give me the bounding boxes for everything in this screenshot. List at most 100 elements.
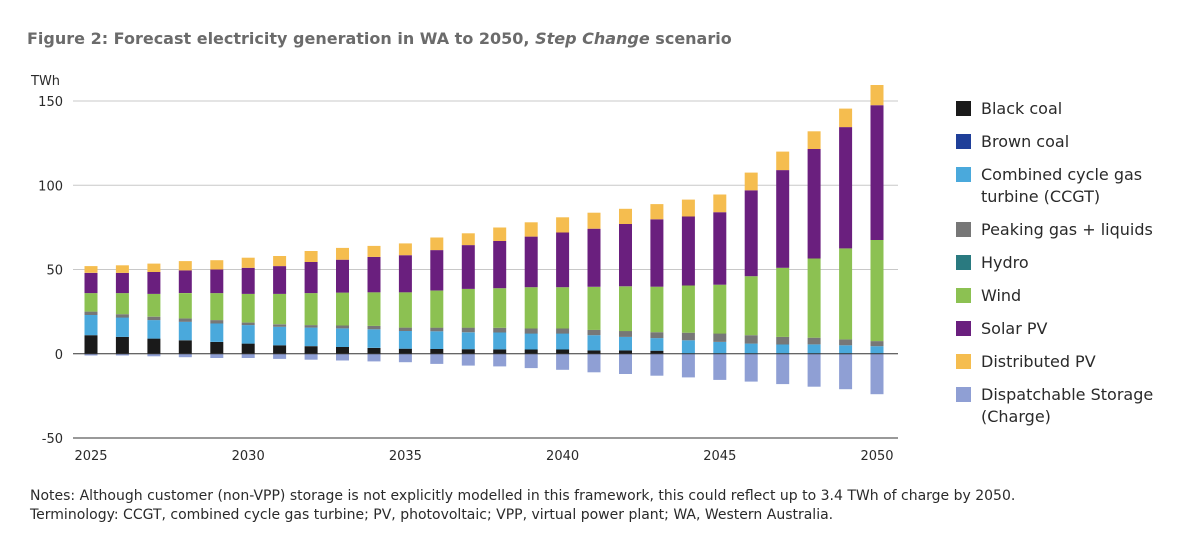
bar-segment-black-coal (210, 342, 224, 354)
bar-segment-combined-cycle-gas-turbine-ccgt (744, 343, 758, 354)
bar-segment-combined-cycle-gas-turbine-ccgt (84, 315, 98, 336)
legend-item-peaking-gas: Peaking gas + liquids (956, 219, 1196, 252)
bar-segment-peaking-gas-liquids (210, 320, 224, 324)
bar-segment-solar-pv (367, 256, 381, 293)
bar-segment-wind (336, 292, 349, 326)
bar-segment-peaking-gas-liquids (807, 337, 821, 345)
bar-segment-peaking-gas-liquids (84, 311, 98, 315)
bar-segment-dispatchable-storage-charge (461, 353, 475, 366)
bar-segment-solar-pv (839, 127, 853, 249)
legend-item-dispatchable-storage: Dispatchable Storage (Charge) (956, 384, 1196, 439)
bar-segment-wind (115, 293, 129, 315)
y-axis-label: TWh (30, 74, 60, 89)
bar-segment-black-coal (430, 349, 444, 354)
bar-segment-peaking-gas-liquids (273, 324, 287, 327)
bar-segment-peaking-gas-liquids (776, 336, 790, 345)
bar-segment-wind (713, 284, 727, 334)
bar-segment-distributed-pv (178, 261, 192, 271)
bar-segment-distributed-pv (870, 85, 884, 106)
bar-segment-black-coal (493, 349, 507, 354)
terminology-line: Terminology: CCGT, combined cycle gas tu… (30, 507, 834, 523)
axes: -50 0 50 100 150 TWh 2025 2030 2035 2040 2045 2050 (30, 74, 898, 464)
bar-segment-dispatchable-storage-charge (430, 353, 444, 364)
bar-segment-dispatchable-storage-charge (807, 353, 821, 387)
bar-segment-solar-pv (430, 250, 444, 291)
bar-segment-dispatchable-storage-charge (870, 353, 884, 395)
legend-label: Distributed PV (981, 352, 1096, 371)
legend-item-solar-pv: Solar PV (956, 318, 1196, 351)
bar-segment-distributed-pv (493, 227, 507, 241)
legend-swatch (956, 222, 971, 237)
bar-segment-solar-pv (524, 236, 538, 288)
bar-segment-solar-pv (744, 190, 758, 277)
legend-swatch (956, 101, 971, 116)
bar-segment-combined-cycle-gas-turbine-ccgt (870, 346, 884, 354)
bar-segment-solar-pv (84, 272, 98, 294)
bar-segment-combined-cycle-gas-turbine-ccgt (398, 331, 412, 349)
bar-segment-solar-pv (115, 272, 129, 294)
x-tick-label: 2035 (389, 449, 422, 464)
y-tick-label: 150 (38, 95, 63, 110)
x-tick-label: 2045 (703, 449, 736, 464)
bar-segment-distributed-pv (650, 204, 664, 220)
legend-item-brown-coal: Brown coal (956, 131, 1196, 164)
bar-segment-distributed-pv (587, 212, 601, 229)
bar-segment-dispatchable-storage-charge (556, 353, 570, 370)
bar-segment-solar-pv (241, 267, 255, 294)
bar-segment-distributed-pv (430, 237, 444, 251)
x-tick-label: 2030 (232, 449, 265, 464)
bar-segment-distributed-pv (524, 222, 538, 237)
chart-title-scenario: Step Change (535, 29, 650, 48)
legend-swatch (956, 387, 971, 402)
bar-segment-dispatchable-storage-charge (336, 353, 349, 361)
bar-segment-solar-pv (619, 224, 632, 287)
bar-segment-combined-cycle-gas-turbine-ccgt (147, 320, 161, 339)
bar-segment-peaking-gas-liquids (336, 325, 349, 329)
legend-swatch (956, 288, 971, 303)
bar-segment-combined-cycle-gas-turbine-ccgt (210, 323, 224, 342)
bar-segment-solar-pv (336, 259, 349, 293)
bar-segment-dispatchable-storage-charge (84, 353, 98, 356)
bar-segment-combined-cycle-gas-turbine-ccgt (493, 332, 507, 350)
legend-swatch (956, 354, 971, 369)
bar-segment-solar-pv (461, 245, 475, 289)
bar-segment-peaking-gas-liquids (115, 314, 129, 318)
bar-segment-black-coal (84, 335, 98, 354)
bar-segment-combined-cycle-gas-turbine-ccgt (367, 329, 381, 348)
bar-segment-combined-cycle-gas-turbine-ccgt (524, 333, 538, 350)
bar-segment-peaking-gas-liquids (147, 316, 161, 321)
bar-segment-peaking-gas-liquids (870, 341, 884, 347)
bar-segment-distributed-pv (304, 251, 318, 262)
legend-label: Combined cycle gas turbine (CCGT) (981, 165, 1143, 206)
bar-segment-dispatchable-storage-charge (524, 353, 538, 369)
bar-segment-wind (493, 288, 507, 328)
bar-segment-combined-cycle-gas-turbine-ccgt (713, 342, 727, 354)
bar-segment-black-coal (273, 345, 287, 354)
bar-segment-distributed-pv (273, 256, 287, 267)
bar-segment-distributed-pv (776, 151, 790, 171)
bar-segment-solar-pv (776, 170, 790, 268)
bar-segment-solar-pv (681, 216, 695, 286)
bar-segment-wind (430, 290, 444, 328)
bar-segment-wind (524, 287, 538, 329)
bar-segment-black-coal (336, 347, 349, 354)
y-tick-label: 50 (46, 264, 63, 279)
bar-segment-wind (147, 293, 161, 317)
bar-segment-solar-pv (210, 269, 224, 294)
legend-label: Brown coal (981, 132, 1070, 151)
bar-segment-black-coal (398, 348, 412, 354)
legend-label: Peaking gas + liquids (981, 220, 1153, 239)
bar-segment-distributed-pv (681, 199, 695, 217)
bar-segment-combined-cycle-gas-turbine-ccgt (461, 332, 475, 350)
bar-segment-wind (367, 292, 381, 326)
bar-segment-dispatchable-storage-charge (587, 353, 601, 373)
bar-segment-solar-pv (556, 232, 570, 288)
bar-segment-distributed-pv (839, 108, 853, 128)
bar-segment-combined-cycle-gas-turbine-ccgt (336, 328, 349, 347)
bar-segment-dispatchable-storage-charge (241, 353, 255, 358)
bar-segment-combined-cycle-gas-turbine-ccgt (430, 331, 444, 349)
bar-segment-dispatchable-storage-charge (744, 353, 758, 382)
bar-segment-wind (461, 288, 475, 328)
bar-segment-combined-cycle-gas-turbine-ccgt (304, 327, 318, 347)
legend-item-distributed-pv: Distributed PV (956, 351, 1196, 384)
